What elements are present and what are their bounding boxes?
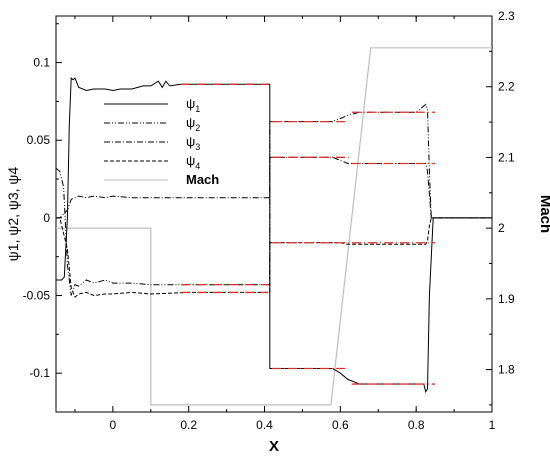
legend-label-main: ψ xyxy=(186,96,195,111)
legend-label-main: ψ xyxy=(186,153,195,168)
y-left-tick-label: -0.1 xyxy=(29,366,50,380)
x-tick-label: 0.2 xyxy=(180,418,197,432)
series-line-mach xyxy=(56,47,492,406)
legend-label: ψ1 xyxy=(186,96,200,114)
legend-label-main: ψ xyxy=(186,134,195,149)
x-tick-label: 0.6 xyxy=(332,418,349,432)
y-right-tick-label: 2.2 xyxy=(498,80,515,94)
y-left-tick-label: -0.05 xyxy=(23,289,51,303)
y-left-tick-label: 0.1 xyxy=(33,56,50,70)
x-tick-label: 0.8 xyxy=(408,418,425,432)
legend-label-subscript: 3 xyxy=(195,142,200,152)
series-line-psi2 xyxy=(56,156,492,219)
series-line-psi1 xyxy=(55,103,492,296)
y-right-tick-label: 1.9 xyxy=(498,292,515,306)
y-right-tick-label: 1.8 xyxy=(498,363,515,377)
legend-label: ψ3 xyxy=(186,134,200,152)
y-left-axis-title: ψ1, ψ2, ψ3, ψ4 xyxy=(5,167,21,262)
legend-label-main: ψ xyxy=(186,115,195,130)
y-right-axis-title: Mach xyxy=(537,195,550,233)
legend-label: ψ2 xyxy=(186,115,200,133)
y-left-tick-label: 0.05 xyxy=(27,133,51,147)
y-right-tick-label: 2.3 xyxy=(498,9,515,23)
legend-label-subscript: 4 xyxy=(195,161,200,171)
x-axis-title: X xyxy=(269,438,279,455)
y-right-tick-label: 2.1 xyxy=(498,150,515,164)
x-tick-label: 1 xyxy=(489,418,496,432)
plot-frame xyxy=(55,15,493,413)
legend-label-subscript: 2 xyxy=(195,123,200,133)
legend-label-main: Mach xyxy=(186,172,219,187)
legend-label-subscript: 1 xyxy=(195,104,200,114)
series-line-psi0 xyxy=(56,77,492,394)
legend-label: ψ4 xyxy=(186,153,200,171)
x-tick-label: 0 xyxy=(110,418,117,432)
series-line-psi3 xyxy=(56,217,492,298)
legend-label: Mach xyxy=(186,172,219,187)
y-left-tick-label: 0 xyxy=(43,211,50,225)
y-right-tick-label: 2 xyxy=(498,221,505,235)
x-tick-label: 0.4 xyxy=(256,418,273,432)
